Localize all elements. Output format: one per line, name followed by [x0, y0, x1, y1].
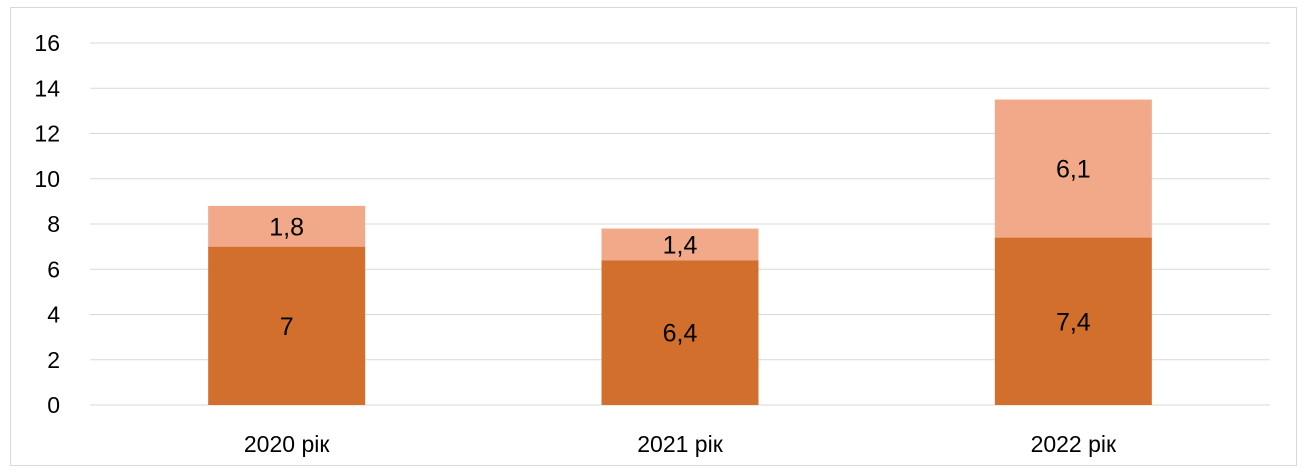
data-label: 6,1	[1056, 156, 1091, 184]
y-tick-label: 0	[47, 392, 60, 418]
y-tick-label: 2	[47, 347, 60, 373]
y-tick-label: 4	[47, 302, 60, 328]
x-category-label: 2022 рік	[1031, 431, 1117, 457]
y-tick-label: 12	[34, 121, 60, 147]
data-label: 1,8	[269, 213, 304, 241]
x-category-label: 2020 рік	[244, 431, 330, 457]
data-label: 6,4	[663, 320, 698, 348]
data-label: 7,4	[1056, 308, 1091, 336]
y-tick-label: 16	[34, 30, 60, 56]
x-category-label: 2021 рік	[637, 431, 723, 457]
y-tick-label: 14	[34, 75, 60, 101]
data-label: 7	[280, 313, 294, 341]
y-tick-label: 6	[47, 256, 60, 282]
y-tick-label: 8	[47, 211, 60, 237]
y-tick-label: 10	[34, 166, 60, 192]
data-label: 1,4	[663, 231, 698, 259]
